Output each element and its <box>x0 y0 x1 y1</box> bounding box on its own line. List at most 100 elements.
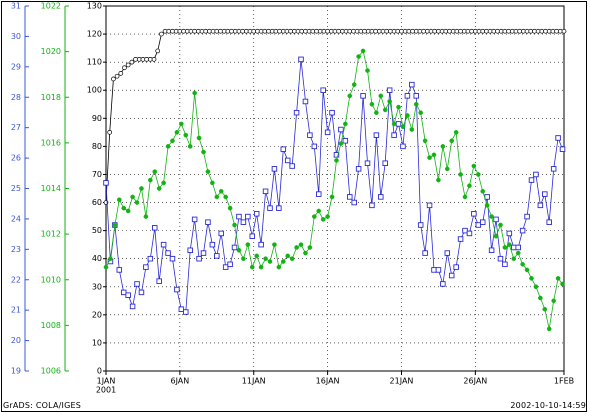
data-point <box>271 166 278 172</box>
data-point <box>387 99 392 104</box>
data-point <box>498 222 503 228</box>
data-point <box>152 225 158 231</box>
data-point <box>249 264 255 270</box>
data-point <box>475 222 482 228</box>
data-point <box>174 130 180 135</box>
data-point <box>484 194 490 200</box>
data-point <box>360 93 366 99</box>
data-point <box>276 205 282 211</box>
main-axis-tick-label: 130 <box>87 2 102 11</box>
data-point <box>351 199 357 206</box>
data-point <box>302 98 309 105</box>
data-point <box>263 256 268 261</box>
data-point <box>515 244 521 251</box>
data-point <box>148 177 153 183</box>
data-point <box>214 194 220 200</box>
series-blue_squares <box>103 56 566 315</box>
data-point <box>183 309 189 315</box>
data-point <box>449 138 455 144</box>
data-point <box>457 236 464 242</box>
green-axis-tick-label: 1010 <box>41 275 61 284</box>
data-point <box>519 227 526 234</box>
data-point <box>374 110 379 115</box>
data-point <box>108 256 113 261</box>
data-point <box>551 298 556 304</box>
data-point <box>550 166 557 172</box>
data-point <box>342 138 349 144</box>
data-point <box>129 303 136 310</box>
footer-credit: GrADS: COLA/IGES <box>3 401 82 410</box>
data-point <box>515 250 521 256</box>
data-point <box>170 138 175 144</box>
green-axis-tick-label: 1018 <box>41 93 61 102</box>
blue-axis-tick-label: 25 <box>11 184 21 193</box>
data-point <box>245 213 251 220</box>
data-point <box>107 129 113 135</box>
data-point <box>159 31 164 37</box>
data-point <box>542 306 548 312</box>
data-point <box>196 255 202 262</box>
footer-timestamp: 2002-10-10-14:59 <box>510 401 586 410</box>
data-point <box>122 65 127 71</box>
main-axis-tick-label: 50 <box>92 226 102 235</box>
data-point <box>205 169 211 174</box>
data-point <box>422 138 428 144</box>
data-point <box>284 157 291 164</box>
data-point <box>324 129 331 136</box>
data-point <box>121 205 127 211</box>
series-line-blue_squares <box>105 59 563 313</box>
data-point <box>382 160 388 166</box>
data-point <box>227 205 233 211</box>
data-point <box>334 158 339 163</box>
blue-axis-tick-label: 26 <box>11 154 21 163</box>
data-point <box>546 326 552 332</box>
green-axis-tick-label: 1008 <box>41 321 61 330</box>
data-point <box>400 143 406 150</box>
data-point <box>143 264 149 270</box>
data-point <box>537 202 544 209</box>
green-axis-tick-label: 1020 <box>41 47 61 56</box>
data-point <box>542 191 548 197</box>
x-axis-tick-label: 1FEB <box>554 377 574 386</box>
blue-axis-tick-label: 20 <box>11 336 21 345</box>
data-point <box>369 202 375 209</box>
data-point <box>315 191 322 197</box>
data-point <box>125 292 131 298</box>
data-point <box>343 121 348 127</box>
data-point <box>493 216 499 223</box>
data-point <box>418 110 423 115</box>
data-point <box>187 144 193 149</box>
x-axis-tick-label: 21JAN <box>390 377 414 386</box>
data-point <box>218 189 224 194</box>
data-point <box>155 48 161 54</box>
series-green_dots <box>103 48 565 332</box>
data-point <box>426 202 433 209</box>
main-axis-tick-label: 60 <box>92 198 102 207</box>
data-point <box>413 93 420 99</box>
blue-axis-tick-label: 23 <box>11 245 21 254</box>
data-point <box>276 264 282 270</box>
blue-axis-tick-label: 27 <box>11 123 21 132</box>
data-point <box>364 160 371 166</box>
data-point <box>120 289 127 296</box>
data-point <box>280 259 286 264</box>
data-point <box>236 213 242 220</box>
data-point <box>378 93 384 99</box>
data-point <box>267 205 273 211</box>
data-point <box>382 107 388 113</box>
data-point <box>466 230 473 237</box>
data-point <box>179 121 184 127</box>
data-point <box>448 272 455 279</box>
green-axis-tick-label: 1022 <box>41 2 61 11</box>
data-point <box>139 186 144 191</box>
data-point <box>116 197 122 203</box>
blue-axis-tick-label: 21 <box>11 306 21 315</box>
data-point <box>298 56 304 63</box>
data-point <box>116 267 123 273</box>
data-point <box>560 281 565 287</box>
data-point <box>444 166 450 172</box>
data-point <box>254 253 259 259</box>
data-point <box>125 208 131 214</box>
